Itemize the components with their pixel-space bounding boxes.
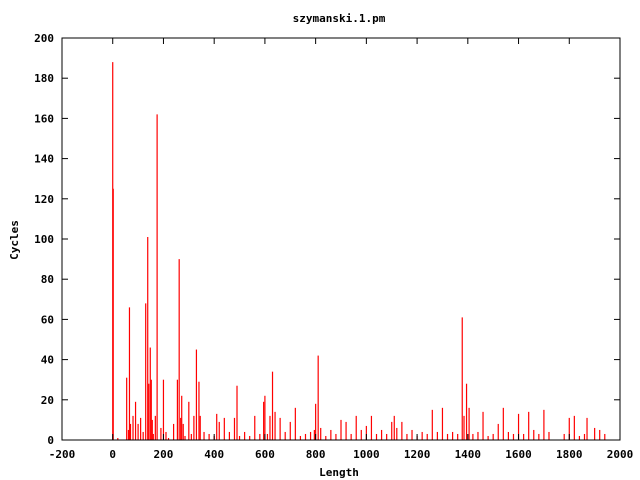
- x-ticks: -200 0 200 400 600 800 1000 1200 1400 1600 1800 200…: [49, 38, 634, 461]
- x-tick-label: 1400: [455, 448, 482, 461]
- x-tick-label: 400: [204, 448, 224, 461]
- y-tick-label: 40: [41, 354, 54, 367]
- x-tick-label: 800: [306, 448, 326, 461]
- y-tick-label: 80: [41, 273, 54, 286]
- y-tick-label: 180: [34, 72, 54, 85]
- y-tick-label: 160: [34, 112, 54, 125]
- bars: [112, 62, 606, 440]
- x-tick-label: 1800: [556, 448, 583, 461]
- y-tick-label: 100: [34, 233, 54, 246]
- y-tick-label: 120: [34, 193, 54, 206]
- x-tick-label: 600: [255, 448, 275, 461]
- y-ticks: 0 20 40 60 80 100 120 140 160 180 200: [34, 32, 620, 447]
- y-tick-label: 0: [47, 434, 54, 447]
- x-tick-label: 1200: [404, 448, 431, 461]
- x-tick-label: 2000: [607, 448, 634, 461]
- x-tick-label: -200: [49, 448, 76, 461]
- x-tick-label: 200: [154, 448, 174, 461]
- y-tick-label: 140: [34, 153, 54, 166]
- y-tick-label: 20: [41, 394, 54, 407]
- x-tick-label: 0: [109, 448, 116, 461]
- x-tick-label: 1000: [353, 448, 380, 461]
- y-tick-label: 200: [34, 32, 54, 45]
- y-tick-label: 60: [41, 313, 54, 326]
- y-axis-label: Cycles: [8, 220, 21, 260]
- chart-title: szymanski.1.pm: [293, 12, 386, 25]
- x-tick-label: 1600: [505, 448, 532, 461]
- x-axis-label: Length: [319, 466, 359, 479]
